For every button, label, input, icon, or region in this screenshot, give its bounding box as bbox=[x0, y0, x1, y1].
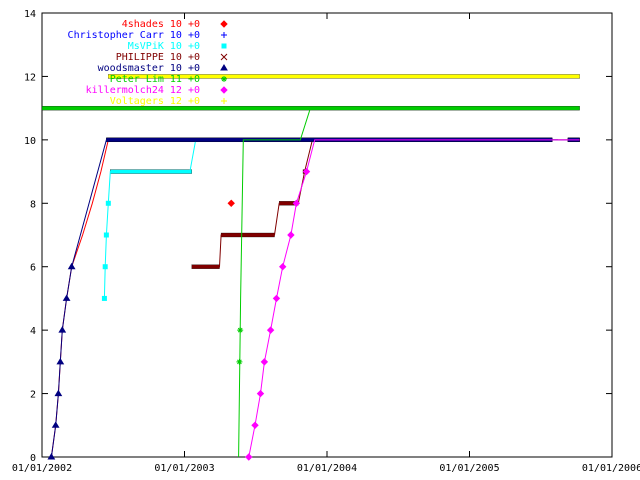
series-point bbox=[67, 262, 76, 270]
series-point bbox=[227, 199, 235, 207]
series-point bbox=[237, 327, 244, 334]
legend-entry-marker bbox=[220, 53, 228, 61]
legend-entry-label: Christopher Carr 10 +0 bbox=[68, 30, 200, 41]
series-point bbox=[251, 421, 259, 429]
series-point bbox=[272, 294, 281, 303]
y-tick-label: 4 bbox=[30, 326, 36, 337]
series-layer bbox=[41, 74, 580, 461]
series-point bbox=[260, 358, 269, 366]
y-tick-label: 6 bbox=[30, 263, 36, 274]
legend-entry-marker bbox=[221, 43, 227, 49]
series-point bbox=[302, 167, 311, 176]
series-point bbox=[56, 357, 65, 365]
series-line bbox=[50, 139, 580, 458]
series-point bbox=[279, 263, 287, 271]
legend-entry-marker bbox=[220, 86, 228, 94]
series-point bbox=[245, 453, 253, 461]
x-tick-label: 01/01/2002 bbox=[12, 463, 72, 474]
legend-entry-label: woodsmaster 10 +0 bbox=[98, 63, 200, 74]
legend-entry-label: Voltagers 12 +0 bbox=[110, 96, 200, 107]
series-4 bbox=[191, 137, 580, 269]
y-tick-label: 10 bbox=[24, 136, 36, 147]
series-line bbox=[191, 139, 580, 268]
series-7 bbox=[245, 139, 580, 461]
series-point bbox=[101, 295, 107, 301]
legend-entry-label: 4shades 10 +0 bbox=[122, 19, 200, 30]
series-line bbox=[248, 139, 580, 458]
series-point bbox=[62, 294, 71, 301]
series-line bbox=[50, 139, 558, 458]
series-point bbox=[266, 326, 275, 334]
x-tick-label: 01/01/2003 bbox=[154, 463, 214, 474]
legend-entry-label: PHILIPPE 10 +0 bbox=[116, 52, 200, 63]
y-tick-label: 8 bbox=[30, 199, 36, 210]
y-tick-label: 0 bbox=[30, 453, 36, 464]
x-tick-label: 01/01/2005 bbox=[439, 463, 499, 474]
series-line bbox=[103, 139, 558, 299]
series-point bbox=[256, 389, 265, 398]
series-point bbox=[103, 232, 109, 238]
y-axis-ticks: 0 2 4 6 8 10 12 14 bbox=[24, 9, 612, 464]
series-line bbox=[238, 107, 580, 458]
series-point bbox=[54, 389, 63, 397]
series-point bbox=[287, 231, 295, 239]
x-axis-ticks: 01/01/2002 01/01/2003 01/01/2004 01/01/2005… bbox=[12, 13, 640, 474]
series-3 bbox=[101, 139, 558, 301]
legend-entry-label: MsVPiK 10 +0 bbox=[128, 41, 200, 52]
series-8 bbox=[108, 74, 580, 79]
series-point bbox=[102, 264, 108, 270]
series-point bbox=[58, 326, 67, 333]
legend-entry-marker bbox=[220, 20, 228, 28]
legend-entry-marker bbox=[221, 98, 227, 104]
series-1 bbox=[50, 139, 558, 458]
legend-entry-label: killermolch24 12 +0 bbox=[86, 85, 200, 96]
series-point bbox=[47, 453, 56, 460]
x-tick-label: 01/01/2004 bbox=[297, 463, 357, 474]
y-tick-label: 2 bbox=[30, 390, 36, 401]
series-5 bbox=[47, 137, 580, 460]
series-point bbox=[292, 199, 301, 207]
legend-entry-marker bbox=[221, 32, 227, 38]
y-tick-label: 12 bbox=[24, 72, 36, 83]
series-6 bbox=[41, 105, 580, 458]
legend-entry-marker bbox=[220, 64, 228, 71]
legend-entry-label: Peter Lim 11 +0 bbox=[110, 74, 200, 85]
y-tick-label: 14 bbox=[24, 9, 36, 20]
series-point bbox=[105, 200, 111, 206]
series-point bbox=[236, 358, 243, 365]
x-tick-label: 01/01/2006 bbox=[582, 463, 640, 474]
series-point bbox=[51, 421, 60, 428]
legend-entry-marker bbox=[221, 76, 227, 82]
